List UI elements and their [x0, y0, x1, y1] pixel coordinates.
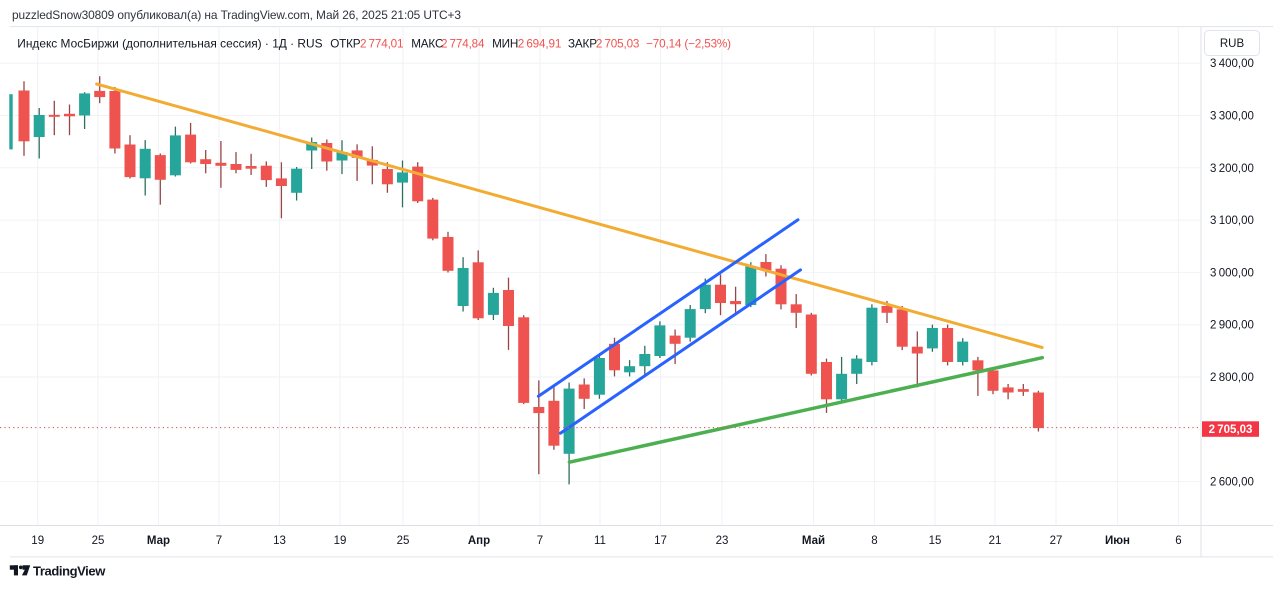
- svg-text:13: 13: [273, 535, 286, 547]
- svg-text:RUB: RUB: [1220, 38, 1245, 50]
- svg-text:2 900,00: 2 900,00: [1210, 320, 1254, 332]
- svg-text:11: 11: [594, 535, 606, 547]
- svg-text:МАКС: МАКС: [411, 37, 443, 50]
- svg-text:2 705,03: 2 705,03: [596, 37, 639, 50]
- svg-text:Индекс МосБиржи (дополнительна: Индекс МосБиржи (дополнительная сессия) …: [17, 36, 322, 50]
- svg-text:Июн: Июн: [1105, 535, 1130, 547]
- svg-text:25: 25: [92, 535, 105, 547]
- svg-text:Май: Май: [802, 535, 825, 547]
- svg-text:−70,14 (−2,53%): −70,14 (−2,53%): [646, 37, 731, 50]
- svg-text:8: 8: [871, 535, 877, 547]
- svg-text:2 774,01: 2 774,01: [360, 37, 403, 50]
- svg-text:ОТКР: ОТКР: [330, 37, 361, 50]
- svg-text:ЗАКР: ЗАКР: [568, 37, 597, 50]
- svg-text:3 000,00: 3 000,00: [1210, 267, 1254, 279]
- svg-text:23: 23: [716, 535, 729, 547]
- svg-text:МИН: МИН: [492, 37, 518, 50]
- svg-text:3 100,00: 3 100,00: [1210, 215, 1254, 227]
- svg-text:Апр: Апр: [468, 535, 490, 547]
- svg-text:21: 21: [989, 535, 1002, 547]
- svg-text:2 774,84: 2 774,84: [441, 37, 485, 50]
- svg-text:6: 6: [1175, 535, 1181, 547]
- svg-text:2 705,03: 2 705,03: [1209, 424, 1253, 436]
- svg-text:puzzledSnow30809 опубликовал(а: puzzledSnow30809 опубликовал(а) на Tradi…: [12, 8, 461, 22]
- svg-text:Мар: Мар: [147, 535, 170, 547]
- svg-text:2 800,00: 2 800,00: [1210, 372, 1254, 384]
- svg-text:2 694,91: 2 694,91: [518, 37, 561, 50]
- svg-text:TradingView: TradingView: [33, 564, 106, 579]
- svg-text:19: 19: [31, 535, 44, 547]
- svg-text:3 400,00: 3 400,00: [1210, 58, 1254, 70]
- svg-text:17: 17: [654, 535, 667, 547]
- svg-text:3 200,00: 3 200,00: [1210, 163, 1254, 175]
- svg-text:7: 7: [216, 535, 222, 547]
- svg-text:19: 19: [334, 535, 347, 547]
- svg-text:15: 15: [929, 535, 942, 547]
- svg-text:7: 7: [537, 535, 543, 547]
- svg-text:27: 27: [1050, 535, 1063, 547]
- svg-text:2 600,00: 2 600,00: [1210, 477, 1254, 489]
- svg-text:25: 25: [397, 535, 410, 547]
- svg-text:3 300,00: 3 300,00: [1210, 111, 1254, 123]
